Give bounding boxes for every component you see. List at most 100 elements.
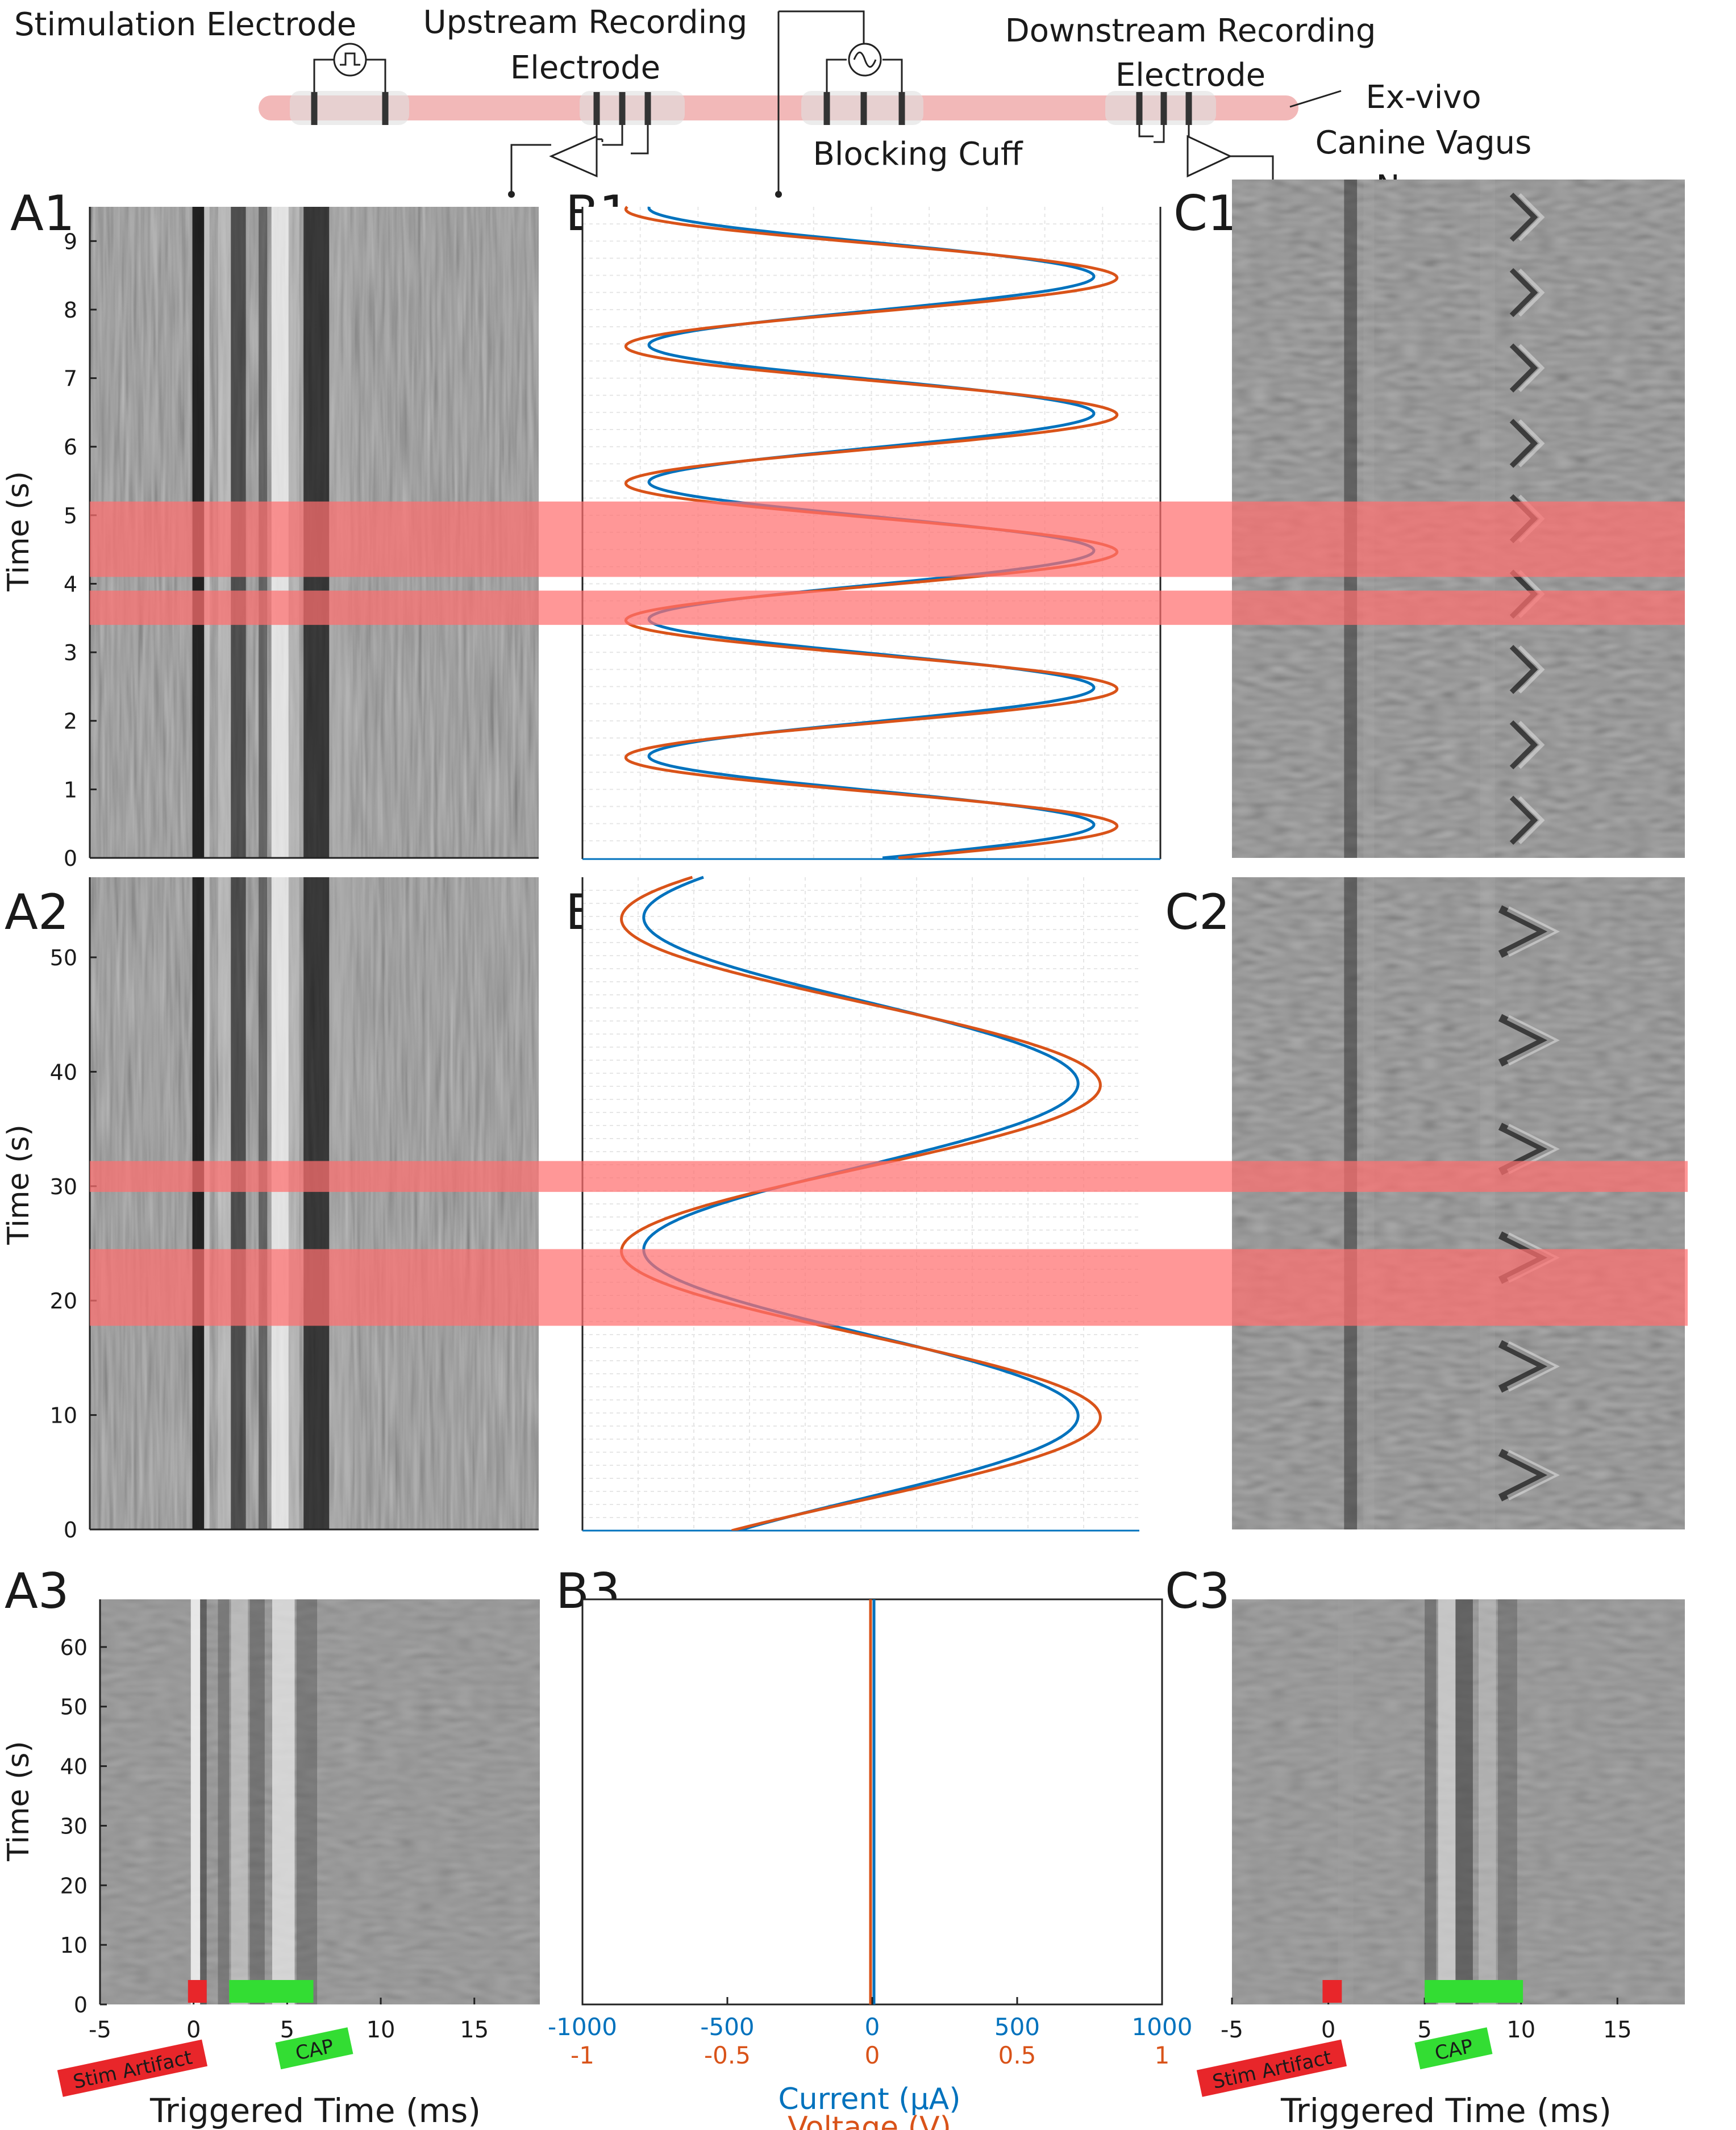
x-tick-label: 10 [1506, 2017, 1535, 2043]
panel-letter-c1: C1 [1173, 185, 1239, 242]
downstream-amplifier-icon [1187, 135, 1233, 178]
cap-chevron [1509, 193, 1538, 242]
stim-artifact-marker [188, 1980, 207, 2003]
cap-chevron [1509, 268, 1538, 318]
panel-letter-a3: A3 [5, 1563, 69, 1620]
y-tick-label: 7 [64, 366, 77, 391]
cap-marker [229, 1980, 314, 2003]
y-tick-label: 10 [50, 1403, 77, 1428]
y-tick-label: 0 [74, 1993, 88, 2018]
a1-ylabel: Time (s) [2, 471, 36, 591]
a3-band [231, 1599, 248, 2004]
panel-b2 [581, 876, 1139, 1532]
c3-band [1425, 1599, 1437, 2004]
y-tick-label: 30 [60, 1814, 88, 1839]
current-tick-label: 500 [994, 2013, 1040, 2041]
a2-band [231, 877, 246, 1529]
row1-highlight-bands [90, 501, 1685, 625]
current-series-line [642, 876, 1080, 1531]
a2-band [303, 877, 330, 1529]
panel-letter-c3: C3 [1165, 1563, 1230, 1620]
y-tick-label: 3 [64, 640, 77, 665]
panel-letter-a1: A1 [10, 185, 75, 242]
cap-chevron [1509, 720, 1538, 770]
highlight-band [90, 1249, 1688, 1326]
x-tick-label: 15 [1603, 2017, 1632, 2043]
a3-band [272, 1599, 295, 2004]
c2-band [1363, 877, 1375, 1529]
upstream-label-line1: Upstream Recording [423, 4, 748, 41]
y-tick-label: 20 [50, 1289, 77, 1314]
y-tick-label: 50 [60, 1695, 88, 1720]
y-tick-label: 60 [60, 1635, 88, 1660]
c3-band [1338, 1599, 1354, 2004]
y-tick-label: 10 [60, 1933, 88, 1958]
voltage-tick-label: -0.5 [704, 2041, 751, 2069]
current-tick-label: -500 [700, 2013, 754, 2041]
y-tick-label: 30 [50, 1174, 77, 1199]
x-tick-label: 5 [280, 2017, 294, 2043]
x-tick-label: 10 [367, 2017, 396, 2043]
a3-band [296, 1599, 318, 2004]
stim-artifact-tag: Stim Artifact [1196, 2039, 1347, 2097]
voltage-series-line [620, 876, 1102, 1531]
a3-band [190, 1599, 201, 2004]
y-tick-label: 0 [64, 846, 77, 871]
electrode-contacts [311, 92, 1192, 125]
panel-c3: -5 0 5 10 15 Stim Artifact CAP [1196, 1599, 1685, 2097]
svg-text:Stim Artifact: Stim Artifact [1210, 2046, 1334, 2093]
nerve-label-line1: Ex-vivo [1366, 79, 1481, 116]
panel-a2: 0 10 20 30 40 50 [50, 877, 539, 1543]
y-tick-label: 2 [64, 709, 77, 734]
a2-band [204, 877, 210, 1529]
cap-chevron [1498, 1340, 1555, 1393]
voltage-tick-label: 0.5 [998, 2041, 1036, 2069]
x-tick-label: 15 [460, 2017, 489, 2043]
row2-highlight-bands [90, 1161, 1688, 1326]
svg-text:Stim Artifact: Stim Artifact [71, 2046, 194, 2093]
c3-band [1498, 1599, 1517, 2004]
a3-ylabel: Time (s) [2, 1741, 36, 1861]
nerve-diagram: Stimulation Electrode Upstream Recording… [14, 4, 1531, 206]
a2-ylabel: Time (s) [2, 1124, 36, 1245]
stim-electrode-cuff [290, 91, 409, 125]
blocking-cuff-label: Blocking Cuff [813, 136, 1023, 173]
c2-band [1344, 877, 1358, 1529]
cap-chevron [1498, 1014, 1555, 1067]
y-tick-label: 40 [60, 1754, 88, 1779]
cap-chevron [1498, 905, 1555, 958]
panel-c2 [1232, 877, 1685, 1529]
cap-chevron [1509, 645, 1538, 694]
y-tick-label: 8 [64, 298, 77, 323]
x-tick-label: -5 [1221, 2017, 1243, 2043]
highlight-band [90, 1161, 1688, 1192]
y-tick-label: 0 [64, 1518, 77, 1543]
b3-voltage-xlabel: Voltage (V) [788, 2111, 951, 2130]
stim-artifact-marker [1322, 1980, 1342, 2003]
y-tick-label: 20 [60, 1873, 88, 1898]
current-tick-label: -1000 [548, 2013, 617, 2041]
cap-tag: CAP [275, 2027, 353, 2070]
a2-band [271, 877, 289, 1529]
cap-chevron [1509, 343, 1538, 393]
x-tick-label: 5 [1417, 2017, 1431, 2043]
nerve-label-line2: Canine Vagus [1315, 124, 1532, 161]
y-tick-label: 6 [64, 435, 77, 460]
highlight-band [90, 501, 1685, 577]
a2-band [329, 877, 351, 1529]
x-tick-label: 0 [1321, 2017, 1335, 2043]
x-tick-label: -5 [89, 2017, 111, 2043]
current-tick-label: 0 [865, 2013, 880, 2041]
cap-marker [1425, 1980, 1523, 2003]
cap-chevron [1509, 795, 1538, 845]
cap-chevron [1498, 1449, 1555, 1502]
y-tick-label: 50 [50, 945, 77, 970]
downstream-label-line2: Electrode [1115, 57, 1265, 94]
y-tick-label: 5 [64, 503, 77, 528]
a3-band [218, 1599, 230, 2004]
y-tick-label: 1 [64, 777, 77, 802]
panel-letter-c2: C2 [1165, 884, 1230, 941]
c3-xlabel: Triggered Time (ms) [1280, 2091, 1612, 2130]
y-tick-label: 4 [64, 572, 77, 597]
